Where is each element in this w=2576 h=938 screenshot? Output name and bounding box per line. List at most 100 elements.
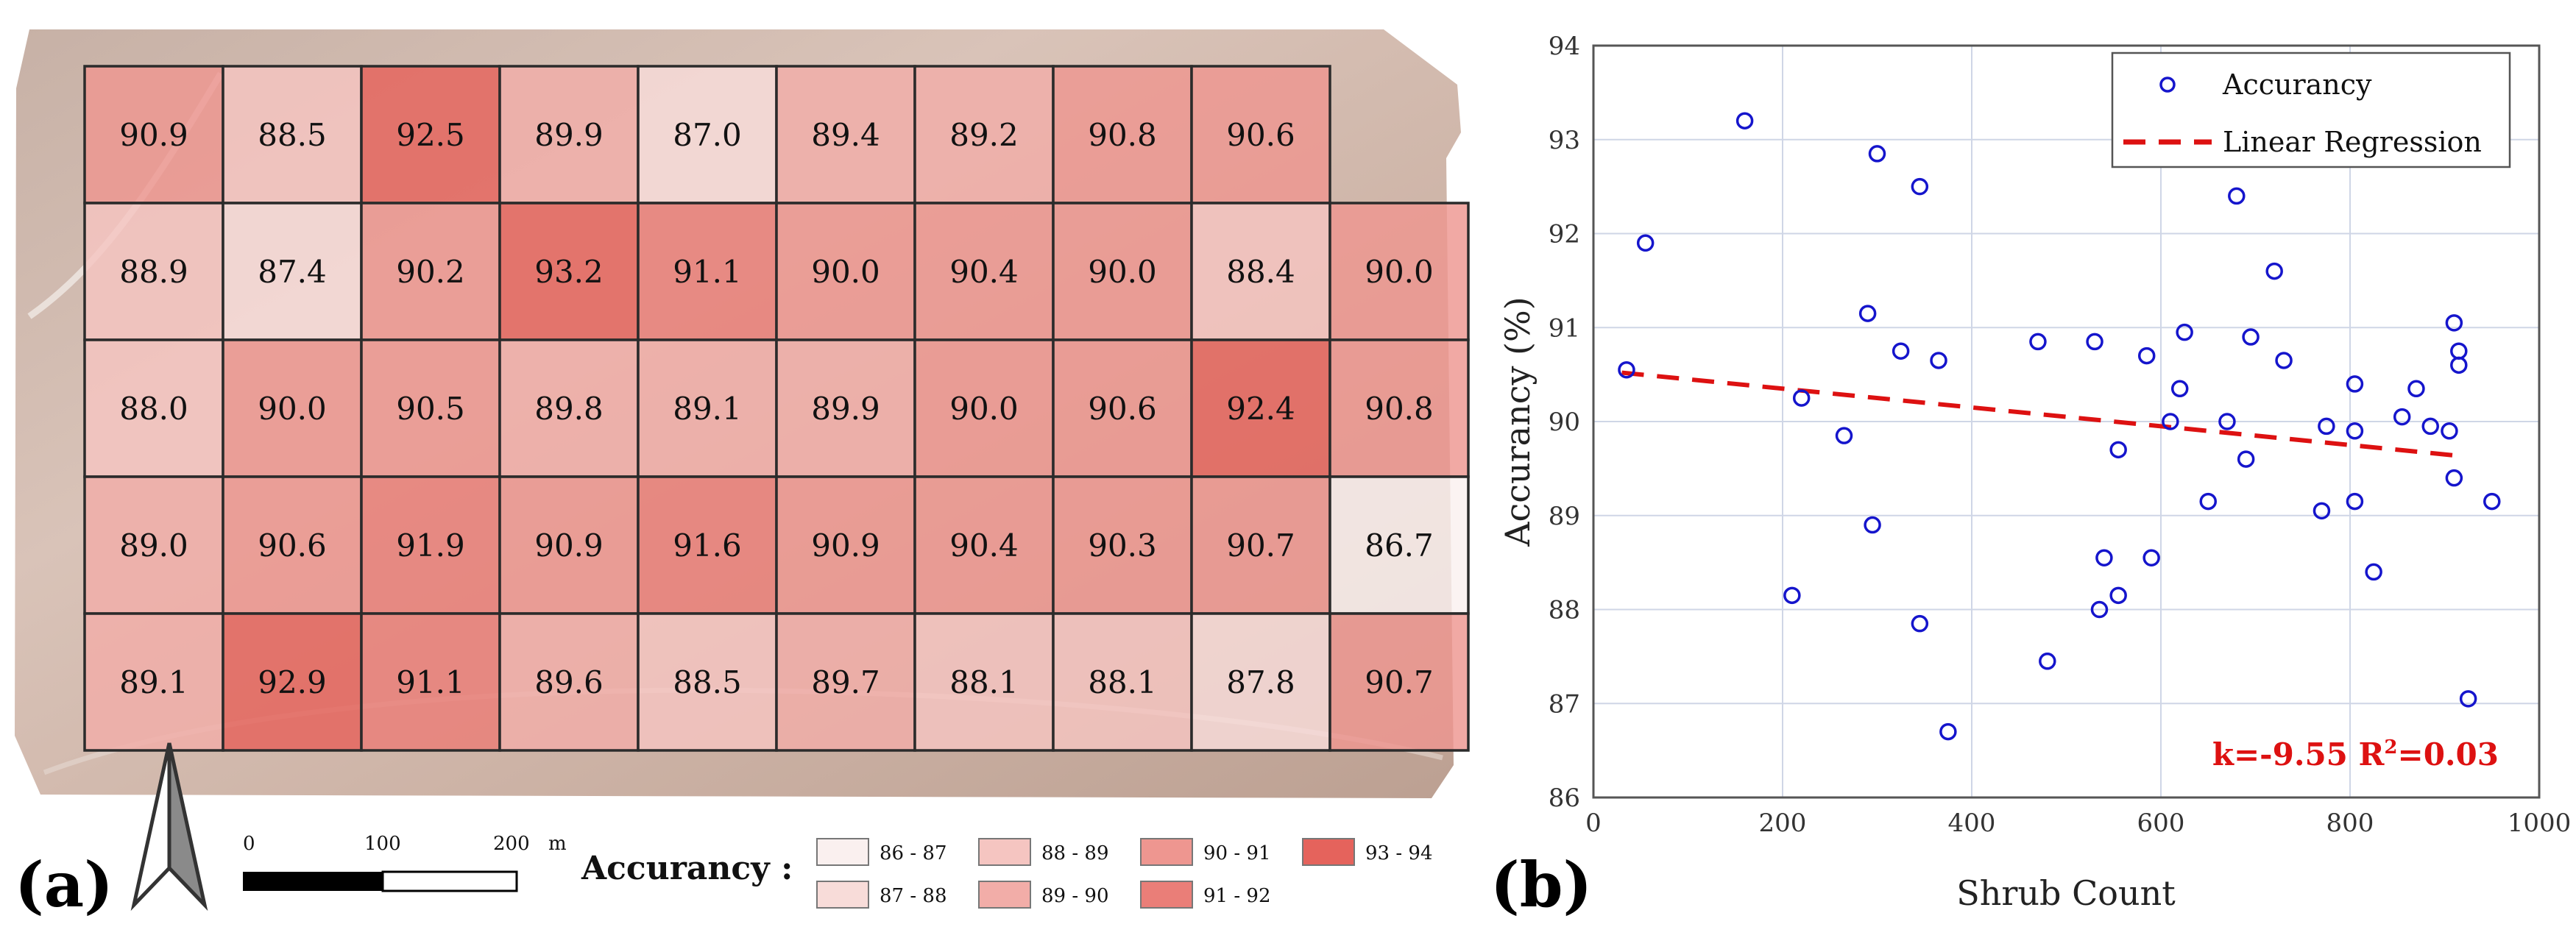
plot-frame [1592,44,2541,799]
scale-tick-100: 100 [364,833,401,855]
grid-cell [83,612,224,752]
regression-layer [1621,370,2464,459]
grid-cell [637,338,778,478]
legend-swatch [1140,838,1193,866]
scatter-point [2393,408,2411,426]
grid-cell [1328,475,1470,615]
grid-cell [498,612,640,752]
accuracy-grid-labels: 90.9 88.5 92.5 89.9 87.0 89.4 89.2 90.8 90.6 88.9… [119,117,1434,700]
scatter-point [2459,690,2477,708]
regression-line [1621,370,2464,459]
scatter-point [2242,328,2260,346]
grid-cell-value: 89.1 [119,664,188,700]
grid-cell-value: 91.1 [673,254,742,290]
scale-tick-0: 0 [243,833,255,855]
grid-cell-value: 87.4 [258,254,327,290]
grid-cell-value: 90.0 [949,391,1019,427]
scatter-point [2483,492,2501,511]
grid-cell-value: 90.2 [396,254,465,290]
north-arrow-icon [130,742,208,912]
grid-cell-value: 89.2 [949,117,1019,153]
y-tick-label: 93 [1549,126,1580,155]
x-tick-label: 400 [1948,809,1996,838]
legend-swatch-label: 87 - 88 [880,885,946,907]
grid-cell [83,65,224,205]
scale-unit: m [548,833,567,855]
grid-cell [637,612,778,752]
fit-annotation: k=-9.55 R2=0.03 [2212,736,2499,772]
panel-label-b: (b) [1490,848,1592,921]
grid-cell [637,475,778,615]
grid-cell [498,202,640,341]
scatter-point [1868,145,1886,163]
scatter-point [1835,427,1853,444]
grid-cell [83,338,224,478]
scatter-point [2313,502,2331,520]
scatter-point [2265,262,2283,280]
scatter-point [2421,417,2439,436]
x-tick-label: 200 [1759,809,1807,838]
grid-cell-value: 88.1 [949,664,1019,700]
grid-cell-value: 86.7 [1365,527,1434,564]
x-axis-title: Shrub Count [1956,873,2176,913]
legend-swatch-label: 93 - 94 [1365,842,1432,864]
grid-cell [360,612,501,752]
grid-cell-value: 91.6 [673,527,742,564]
grid-cell-value: 92.4 [1226,391,1295,427]
scatter-point [2039,653,2056,670]
grid-cell-value: 88.5 [673,664,742,700]
grid-cell-value: 91.9 [396,527,465,564]
legend-swatch-label: 88 - 89 [1041,842,1108,864]
scatter-point [1864,516,1881,534]
scale-tick-200: 200 [493,833,530,855]
grid-cell-value: 89.8 [534,391,604,427]
grid-cell [1190,202,1331,341]
scatter-point [2090,600,2109,619]
grid-cell [1190,338,1331,478]
grid-cell-value: 90.6 [1088,391,1157,427]
grid-cell-value: 88.4 [1226,254,1295,290]
grid-cell [913,338,1055,478]
scatter-point [2142,549,2160,566]
grid-cell [360,202,501,341]
legend-swatch-label: 89 - 90 [1041,885,1108,907]
scatter-point [2170,380,2189,398]
legend-label-accurancy: Accurancy [2222,68,2372,101]
grid-cell-value: 89.0 [119,527,188,564]
scatter-point [2218,413,2236,430]
scatter-point [2029,333,2047,351]
map-legend: 86 - 87 87 - 88 88 - 89 89 - 90 90 - 91 91 - … [816,838,1432,909]
grid-cell [775,612,916,752]
x-tick-label: 600 [2137,809,2185,838]
grid-cell-value: 90.5 [396,391,465,427]
scatter-point [2109,586,2127,605]
grid-cell-value: 87.0 [673,117,742,153]
scatter-point [2237,450,2255,468]
legend-swatch [978,838,1031,866]
scatter-point [2445,469,2463,487]
grid-cell-value: 91.1 [396,664,465,700]
legend-swatch [816,838,869,866]
scatter-point [1892,342,1910,360]
scatter-point [2445,314,2463,332]
grid-cell [1328,612,1470,752]
legend-swatch [1302,838,1355,866]
grid-cell [913,65,1055,205]
y-axis-title: Accurancy (%) [1498,296,1538,547]
grid-cell-value: 89.6 [534,664,604,700]
grid-cell [913,475,1055,615]
grid-cell-value: 88.0 [119,391,188,427]
scatter-point [1792,389,1811,407]
fit-annotation-k: k=-9.55 R [2212,736,2385,772]
scatter-point [1930,352,1947,369]
grid-cell-value: 90.7 [1226,527,1295,564]
accuracy-grid [83,65,1470,752]
grid-cell-value: 88.5 [258,117,327,153]
grid-cell-value: 89.4 [811,117,880,153]
panel-a: 90.9 88.5 92.5 89.9 87.0 89.4 89.2 90.8 90.6 88.9… [15,29,1470,921]
scatter-point [2095,549,2113,566]
x-tick-label: 1000 [2508,809,2572,838]
grid-cell-value: 90.9 [119,117,188,153]
y-tick-label: 86 [1549,784,1580,813]
grid-cell [775,475,916,615]
